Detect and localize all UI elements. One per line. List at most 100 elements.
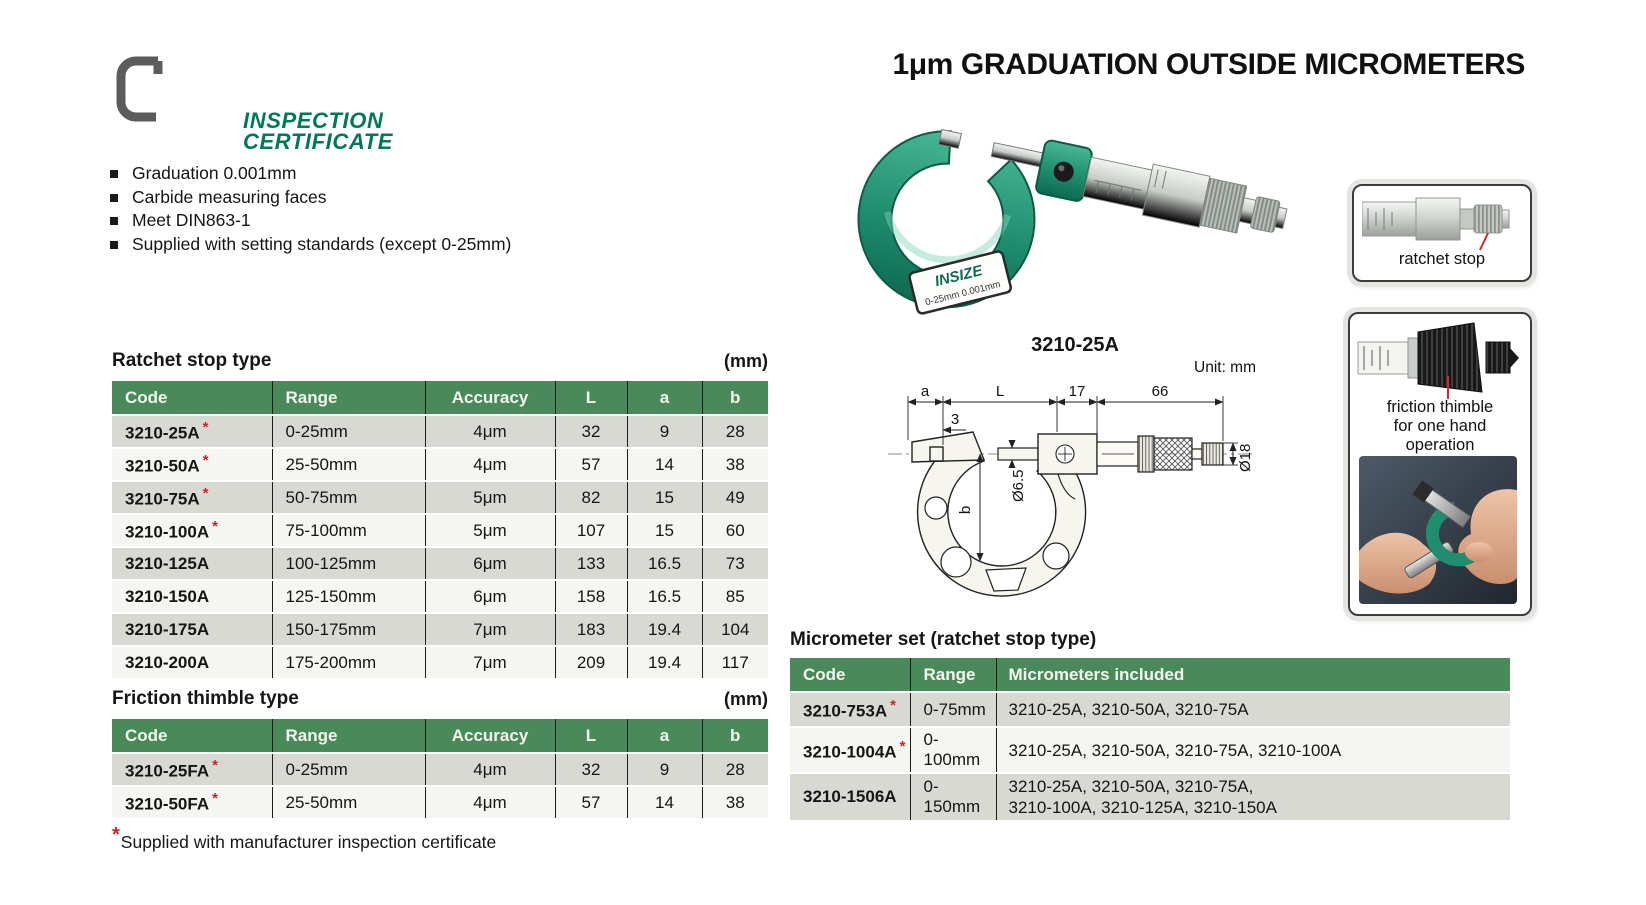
friction-label-line-3: operation [1405,436,1475,454]
cell-accuracy: 7μm [424,645,555,678]
table-row: 3210-150A 125-150mm 6μm 158 16.5 85 [112,579,768,613]
dim-3: 3 [951,411,959,428]
cell-range: 0-25mm [271,414,425,448]
cell-range: 0-100mm [909,726,996,773]
cell-b: 28 [701,414,768,448]
cell-code: 3210-1004A * [790,726,910,773]
cell-code: 3210-75A * [112,480,272,514]
dim-dia6-5: Ø6.5 [1010,469,1027,502]
certificate-star-marker: * [212,757,218,775]
logo-line-2: CERTIFICATE [243,129,394,154]
table-row: 3210-125A 100-125mm 6μm 133 16.5 73 [112,546,768,580]
table-row: 3210-175A 150-175mm 7μm 183 19.4 104 [112,612,768,646]
table-row: 3210-50FA * 25-50mm 4μm 57 14 38 [112,785,768,818]
cell-b: 38 [701,447,768,481]
cell-accuracy: 6μm [424,546,555,580]
micrometer-set-table: Code Range Micrometers included 3210-753A *… [790,658,1510,820]
cell-code: 3210-125A [112,546,272,580]
friction-thimble-photo [1357,322,1519,399]
certificate-bracket-icon [116,56,163,122]
friction-table-title: Friction thimble type [112,688,299,709]
certificate-star-marker: * [202,485,209,503]
cell-range: 0-25mm [271,752,425,786]
cell-a: 15 [626,513,702,547]
cell-code: 3210-25FA * [112,752,272,786]
cell-L: 32 [554,414,627,448]
cell-b: 85 [701,579,768,613]
ratchet-stop-callout: ratchet stop [1352,184,1532,282]
certificate-footnote: *Supplied with manufacturer inspection c… [112,824,496,853]
cell-b: 49 [701,480,768,514]
ratchet-table-heading: Ratchet stop type (mm) [112,350,768,372]
cell-range: 25-50mm [271,785,425,818]
cell-range: 175-200mm [271,645,425,678]
ratchet-stop-label: ratchet stop [1398,250,1486,268]
cell-code: 3210-175A [112,612,272,646]
column-header: Range [271,719,425,753]
cell-range: 100-125mm [271,546,425,580]
column-header: Accuracy [424,719,555,753]
cell-L: 57 [554,785,627,818]
cell-accuracy: 4μm [424,414,555,448]
dim-17: 17 [1069,383,1086,400]
ratchet-stop-photo [1362,197,1510,251]
dim-dia18: Ø18 [1237,444,1254,472]
cell-code: 3210-50A * [112,447,272,481]
cell-a: 9 [626,752,702,786]
column-header: Code [112,381,272,415]
cell-a: 16.5 [626,546,702,580]
cell-L: 209 [554,645,627,678]
one-hand-operation-photo [1359,456,1517,604]
column-header: a [626,719,702,753]
dim-L: L [996,383,1004,400]
product-code-caption: 3210-25A [1031,334,1119,356]
cell-accuracy: 4μm [424,785,555,818]
cell-range: 50-75mm [271,480,425,514]
cell-b: 117 [701,645,768,678]
column-header: Range [909,658,996,692]
dim-a: a [921,383,930,400]
cell-a: 16.5 [626,579,702,613]
cell-included: 3210-25A, 3210-50A, 3210-75A, 3210-100A [995,726,1510,773]
logo-line-1: INSPECTION [243,108,384,133]
friction-thimble-callout: friction thimble for one hand operation [1348,312,1532,616]
cell-L: 183 [554,612,627,646]
friction-thimble-label: friction thimble for one hand operation [1350,398,1530,455]
cell-code: 3210-25A * [112,414,272,448]
certificate-star-marker: * [212,790,218,808]
table-row: 3210-1004A * 0-100mm 3210-25A, 3210-50A, 32… [790,726,1510,773]
table-row: 3210-1506A 0-150mm 3210-25A, 3210-50A, 321… [790,772,1510,820]
table-row: 3210-25A * 0-25mm 4μm 32 9 28 [112,414,768,448]
column-header: L [554,719,627,753]
column-header: a [626,381,702,415]
column-header: Code [112,719,272,753]
friction-table-heading: Friction thimble type (mm) [112,688,768,710]
set-table-title: Micrometer set (ratchet stop type) [790,629,1097,650]
cell-range: 150-175mm [271,612,425,646]
cell-included: 3210-25A, 3210-50A, 3210-75A, 3210-100A,… [995,772,1510,820]
set-table-heading: Micrometer set (ratchet stop type) [790,629,1510,651]
column-header: b [701,719,768,753]
footnote-star-marker: * [112,824,120,846]
unit-label: Unit: mm [1194,359,1256,376]
cell-L: 82 [554,480,627,514]
cell-range: 25-50mm [271,447,425,481]
cell-range: 0-150mm [909,772,996,820]
cell-L: 133 [554,546,627,580]
cell-a: 19.4 [626,645,702,678]
cell-a: 9 [626,414,702,448]
table-row: 3210-50A * 25-50mm 4μm 57 14 38 [112,447,768,481]
page-title: 1μm GRADUATION OUTSIDE MICROMETERS [892,48,1525,81]
column-header: L [554,381,627,415]
cell-accuracy: 7μm [424,612,555,646]
table-row: 3210-753A * 0-75mm 3210-25A, 3210-50A, 3210… [790,691,1510,727]
dim-66: 66 [1152,383,1169,400]
logo-text: INSPECTION CERTIFICATE [240,108,397,154]
cell-range: 125-150mm [271,579,425,613]
cell-a: 14 [626,447,702,481]
column-header: b [701,381,768,415]
table-row: 3210-25FA * 0-25mm 4μm 32 9 28 [112,752,768,786]
